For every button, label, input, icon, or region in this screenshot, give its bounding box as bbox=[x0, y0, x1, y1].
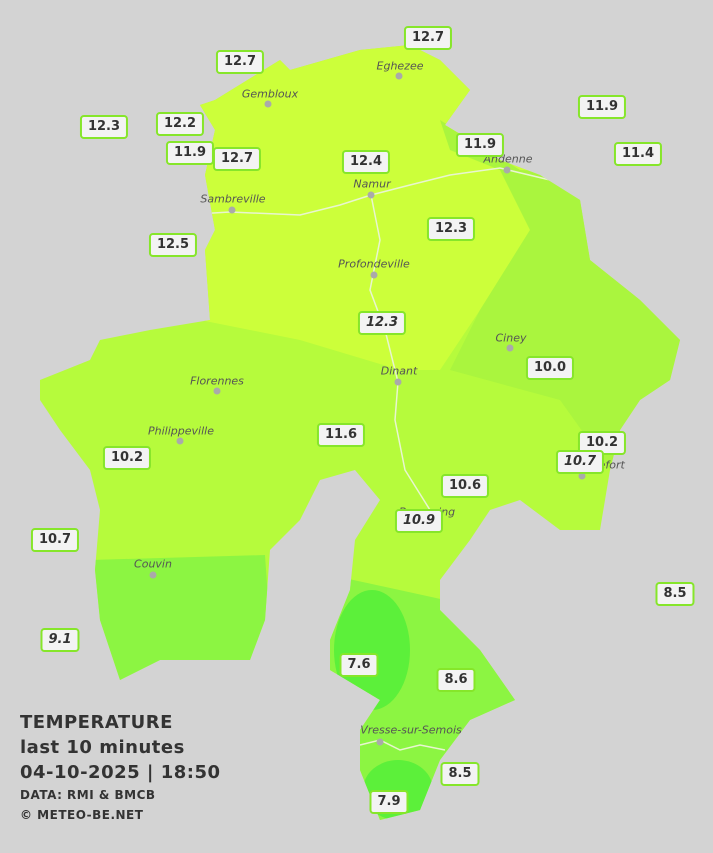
station-temperature: 8.5 bbox=[440, 762, 480, 786]
city-dot bbox=[264, 100, 272, 108]
station-temperature: 12.4 bbox=[341, 150, 391, 174]
city-dot bbox=[395, 72, 403, 80]
city-name: Namur bbox=[353, 177, 391, 191]
station-temperature: 10.7 bbox=[555, 450, 605, 474]
city-dot bbox=[370, 271, 378, 279]
city-name: Dinant bbox=[380, 364, 418, 378]
station-temperature: 12.3 bbox=[357, 311, 407, 335]
city-name: Philippeville bbox=[148, 424, 214, 438]
city-dot bbox=[367, 191, 375, 199]
station-temperature: 10.7 bbox=[30, 528, 80, 552]
station-temperature: 10.2 bbox=[102, 446, 152, 470]
city-name: Vresse-sur-Semois bbox=[360, 723, 462, 737]
station-temperature: 12.7 bbox=[215, 50, 265, 74]
subtitle: last 10 minutes bbox=[20, 737, 185, 758]
station-temperature: 12.7 bbox=[403, 26, 453, 50]
station-temperature: 11.4 bbox=[613, 142, 663, 166]
station-temperature: 12.3 bbox=[79, 115, 129, 139]
city-dot bbox=[213, 387, 221, 395]
copyright: © METEO-BE.NET bbox=[20, 808, 144, 822]
city-name: Couvin bbox=[134, 557, 172, 571]
city-dot bbox=[149, 571, 157, 579]
info: TEMPERATURE last 10 minutes 04-10-2025 |… bbox=[20, 710, 221, 825]
station-temperature: 11.9 bbox=[455, 133, 505, 157]
station-temperature: 10.0 bbox=[525, 356, 575, 380]
city-dot bbox=[506, 344, 514, 352]
title: TEMPERATURE bbox=[20, 712, 173, 733]
station-temperature: 12.2 bbox=[155, 112, 205, 136]
city-dot bbox=[578, 472, 586, 480]
city-dot bbox=[503, 166, 511, 174]
station-temperature: 12.5 bbox=[148, 233, 198, 257]
city-dot bbox=[176, 437, 184, 445]
station-temperature: 11.6 bbox=[316, 423, 366, 447]
city-name: Eghezee bbox=[376, 59, 424, 73]
station-temperature: 12.3 bbox=[426, 217, 476, 241]
station-temperature: 12.7 bbox=[212, 147, 262, 171]
station-temperature: 11.9 bbox=[165, 141, 215, 165]
station-temperature: 9.1 bbox=[40, 628, 80, 652]
city-dot bbox=[228, 206, 236, 214]
city-name: Florennes bbox=[190, 374, 244, 388]
source: DATA: RMI & BMCB bbox=[20, 788, 156, 802]
station-temperature: 7.6 bbox=[339, 653, 379, 677]
station-temperature: 11.9 bbox=[577, 95, 627, 119]
city-name: Profondeville bbox=[338, 257, 410, 271]
city-name: Gembloux bbox=[241, 87, 299, 101]
station-temperature: 10.6 bbox=[440, 474, 490, 498]
city-dot bbox=[376, 738, 384, 746]
station-temperature: 8.6 bbox=[436, 668, 476, 692]
station-temperature: 7.9 bbox=[369, 790, 409, 814]
city-dot bbox=[394, 378, 402, 386]
city-name: Sambreville bbox=[200, 192, 266, 206]
station-temperature: 10.9 bbox=[394, 509, 444, 533]
timestamp: 04-10-2025 | 18:50 bbox=[20, 762, 221, 783]
station-temperature: 8.5 bbox=[655, 582, 695, 606]
city-name: Ciney bbox=[495, 331, 527, 345]
